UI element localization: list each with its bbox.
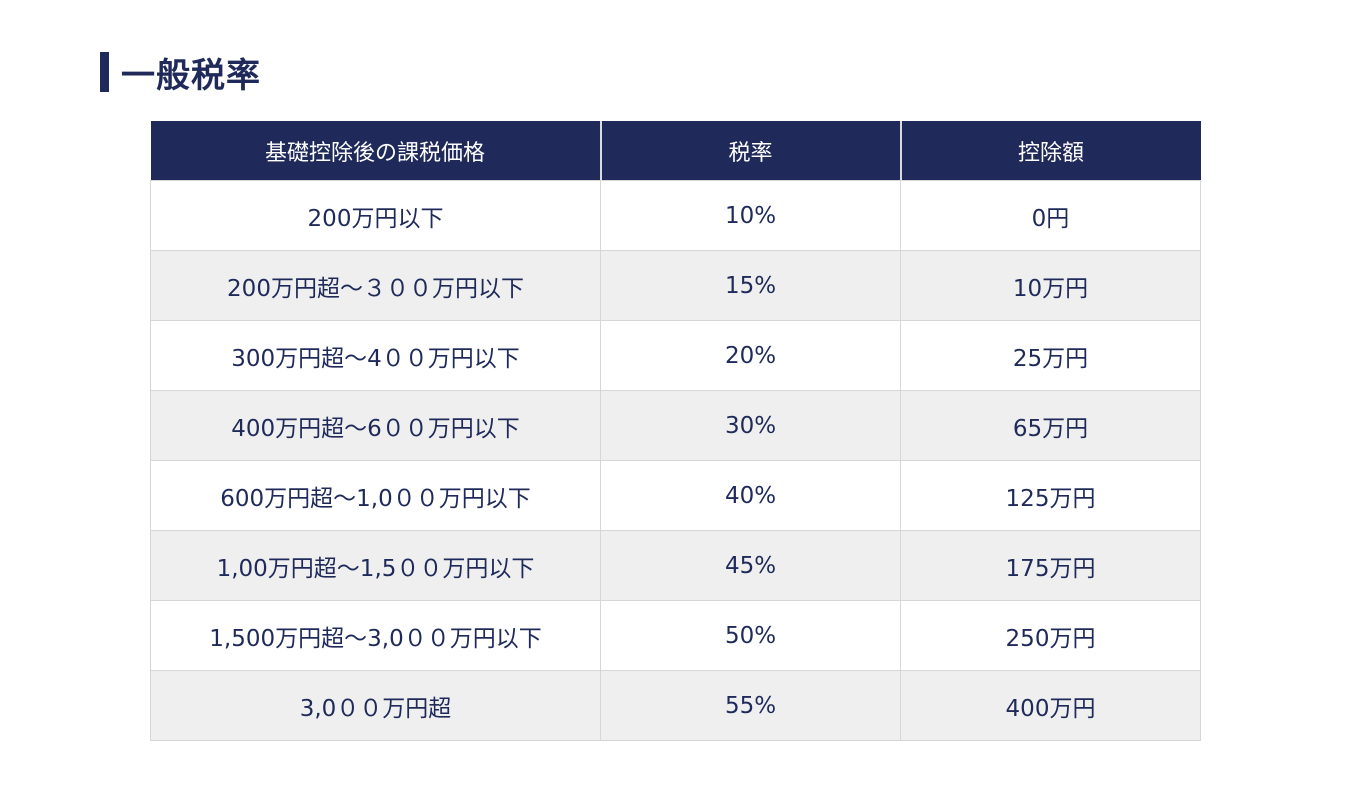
- cell-deduction: 175万円: [900, 530, 1201, 601]
- cell-deduction: 400万円: [900, 670, 1201, 741]
- header-tax-rate: 税率: [599, 121, 901, 181]
- cell-taxable-price: 1,00万円超～1,5００万円以下: [150, 530, 601, 601]
- table-row: 600万円超～1,0００万円以下 40% 125万円: [150, 460, 1201, 531]
- cell-tax-rate: 10%: [600, 180, 901, 251]
- cell-taxable-price: 1,500万円超～3,0００万円以下: [150, 600, 601, 671]
- header-taxable-price: 基礎控除後の課税価格: [150, 121, 601, 181]
- header-deduction: 控除額: [899, 121, 1201, 181]
- table-row: 200万円以下 10% 0円: [150, 180, 1201, 251]
- cell-taxable-price: 300万円超～4００万円以下: [150, 320, 601, 391]
- cell-deduction: 250万円: [900, 600, 1201, 671]
- page-title: 一般税率: [121, 55, 261, 96]
- cell-taxable-price: 400万円超～6００万円以下: [150, 390, 601, 461]
- cell-taxable-price: 200万円以下: [150, 180, 601, 251]
- cell-tax-rate: 50%: [600, 600, 901, 671]
- cell-tax-rate: 40%: [600, 460, 901, 531]
- cell-deduction: 25万円: [900, 320, 1201, 391]
- page-title-block: 一般税率: [100, 50, 261, 96]
- cell-tax-rate: 20%: [600, 320, 901, 391]
- cell-taxable-price: 600万円超～1,0００万円以下: [150, 460, 601, 531]
- table-row: 1,00万円超～1,5００万円以下 45% 175万円: [150, 530, 1201, 601]
- table-row: 1,500万円超～3,0００万円以下 50% 250万円: [150, 600, 1201, 671]
- cell-taxable-price: 3,0００万円超: [150, 670, 601, 741]
- title-accent-bar: [100, 52, 109, 92]
- table-row: 3,0００万円超 55% 400万円: [150, 670, 1201, 741]
- cell-deduction: 10万円: [900, 250, 1201, 321]
- cell-tax-rate: 30%: [600, 390, 901, 461]
- cell-deduction: 0円: [900, 180, 1201, 251]
- cell-tax-rate: 55%: [600, 670, 901, 741]
- table-header-row: 基礎控除後の課税価格 税率 控除額: [150, 121, 1201, 181]
- cell-deduction: 65万円: [900, 390, 1201, 461]
- cell-tax-rate: 45%: [600, 530, 901, 601]
- table-row: 400万円超～6００万円以下 30% 65万円: [150, 390, 1201, 461]
- cell-taxable-price: 200万円超～３００万円以下: [150, 250, 601, 321]
- tax-rate-table: 基礎控除後の課税価格 税率 控除額 200万円以下 10% 0円 200万円超～…: [150, 121, 1201, 741]
- table-row: 300万円超～4００万円以下 20% 25万円: [150, 320, 1201, 391]
- table-row: 200万円超～３００万円以下 15% 10万円: [150, 250, 1201, 321]
- cell-tax-rate: 15%: [600, 250, 901, 321]
- cell-deduction: 125万円: [900, 460, 1201, 531]
